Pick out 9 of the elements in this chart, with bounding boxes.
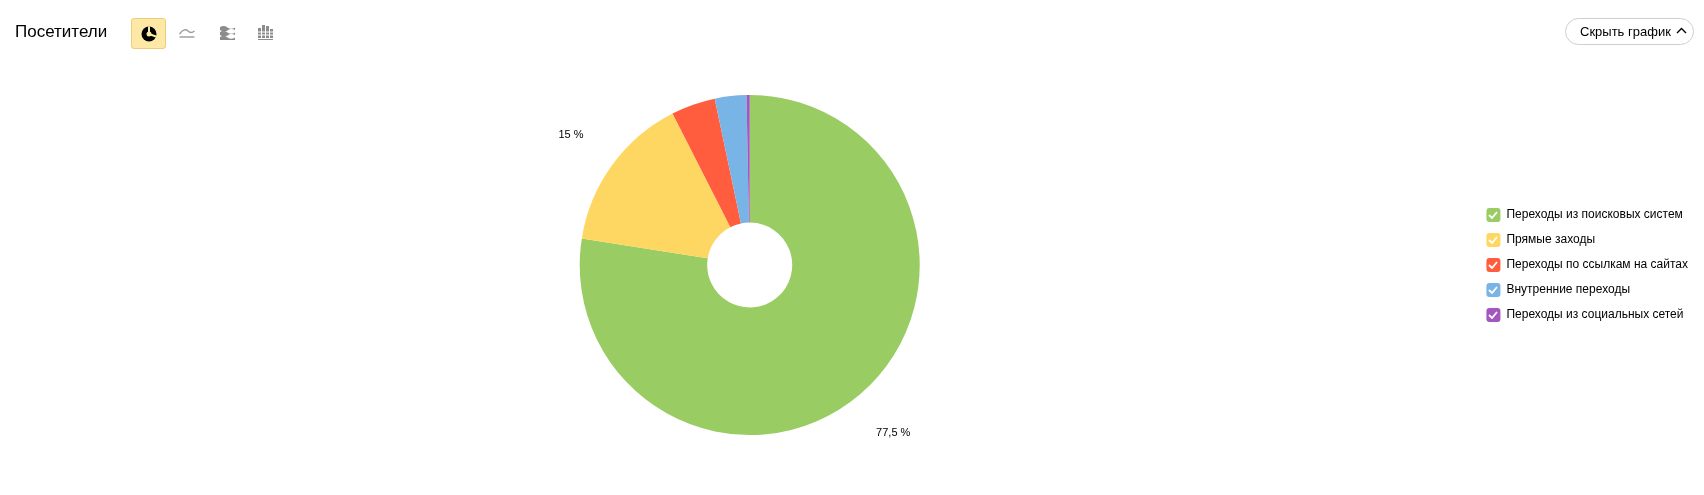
- legend-label: Прямые заходы: [1506, 232, 1596, 247]
- legend-label: Переходы по ссылкам на сайтах: [1506, 257, 1689, 272]
- text: Посетители: [15, 22, 108, 42]
- text: Скрыть график: [1580, 23, 1671, 41]
- data-label: 15 %: [558, 128, 584, 141]
- legend-label: Переходы из социальных сетей: [1506, 307, 1684, 322]
- legend-label: Внутренние переходы: [1506, 282, 1631, 297]
- legend-label: Переходы из поисковых систем: [1506, 207, 1683, 222]
- data-label: 77,5 %: [876, 426, 911, 439]
